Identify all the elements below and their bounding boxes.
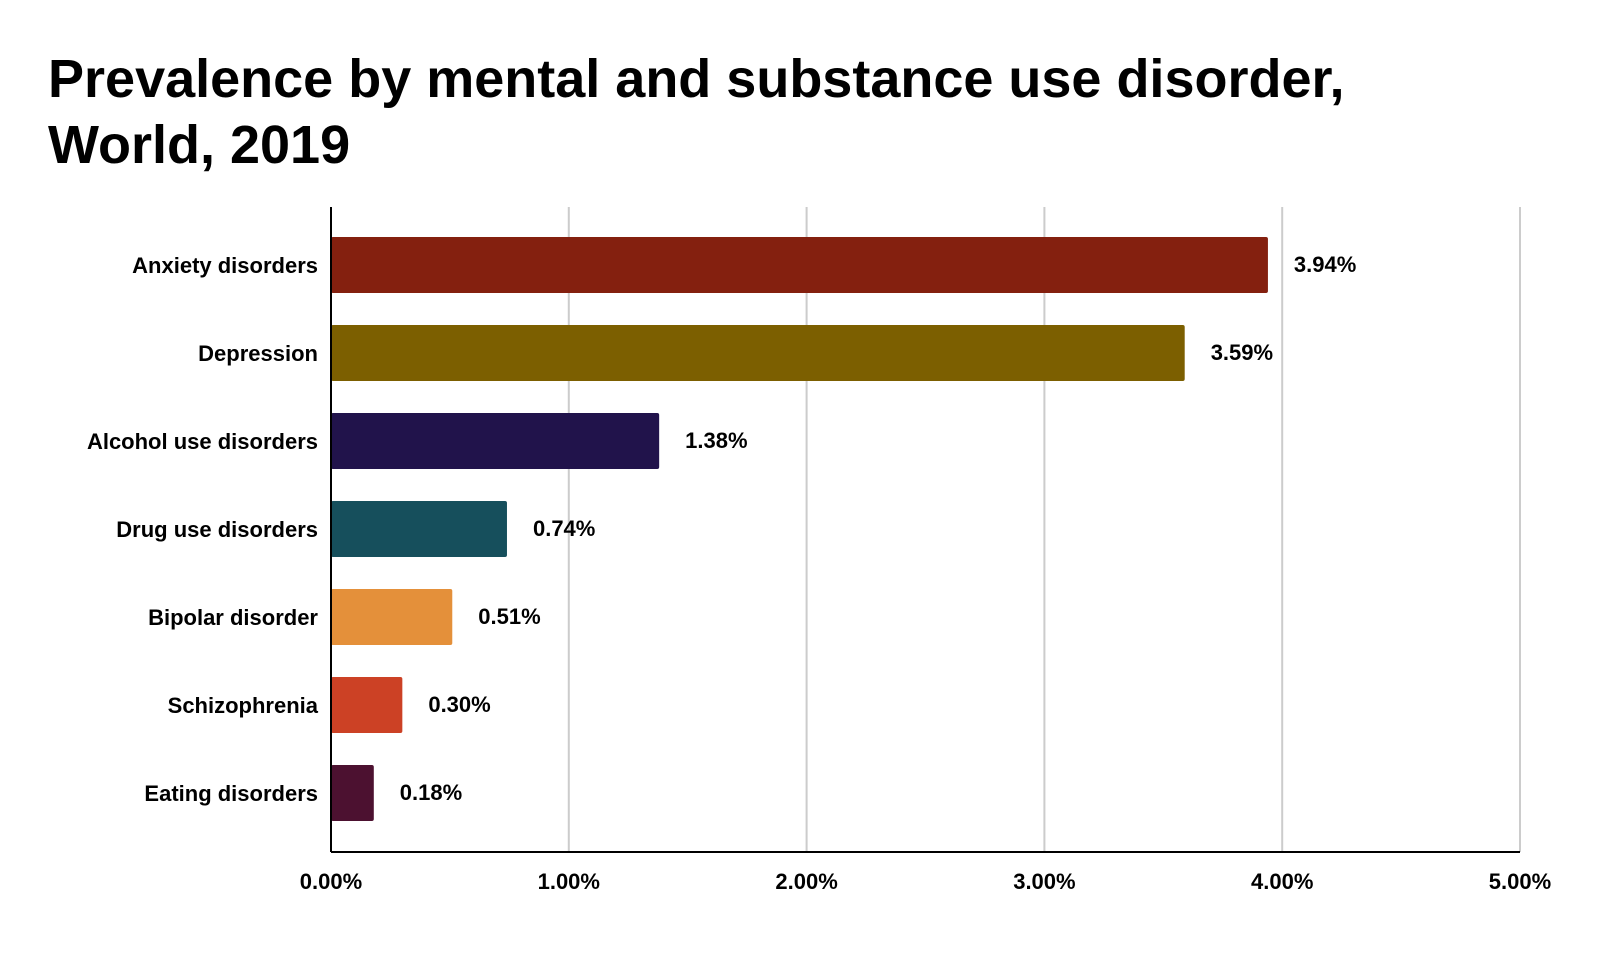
bar (331, 237, 1268, 293)
data-label: 1.38% (685, 428, 747, 453)
x-tick-label: 4.00% (1251, 869, 1313, 894)
bar (331, 325, 1185, 381)
x-tick-label: 3.00% (1013, 869, 1075, 894)
bar (331, 677, 403, 733)
bar (331, 765, 374, 821)
x-tick-label: 2.00% (775, 869, 837, 894)
gridlines (567, 207, 1521, 852)
axes (330, 207, 1520, 853)
data-label: 3.59% (1211, 340, 1273, 365)
labels: 0.00% 1.00% 2.00% 3.00% 4.00% 5.00% Anxiety di… (87, 252, 1551, 894)
category-label: Anxiety disorders (132, 253, 318, 278)
data-label: 0.18% (400, 780, 462, 805)
category-label: Schizophrenia (168, 693, 319, 718)
x-tick-label: 0.00% (300, 869, 362, 894)
chart-title: Prevalence by mental and substance use d… (48, 49, 1345, 175)
data-label: 0.74% (533, 516, 595, 541)
data-label: 0.51% (478, 604, 540, 629)
category-label: Eating disorders (144, 781, 318, 806)
category-label: Depression (198, 341, 318, 366)
category-label: Drug use disorders (116, 517, 318, 542)
bar (331, 501, 507, 557)
bar (331, 413, 660, 469)
data-label: 3.94% (1294, 252, 1356, 277)
bar (331, 589, 453, 645)
x-tick-label: 5.00% (1489, 869, 1551, 894)
x-tick-label: 1.00% (538, 869, 600, 894)
category-label: Bipolar disorder (148, 605, 318, 630)
bars (331, 237, 1268, 821)
category-label: Alcohol use disorders (87, 429, 318, 454)
data-label: 0.30% (428, 692, 490, 717)
